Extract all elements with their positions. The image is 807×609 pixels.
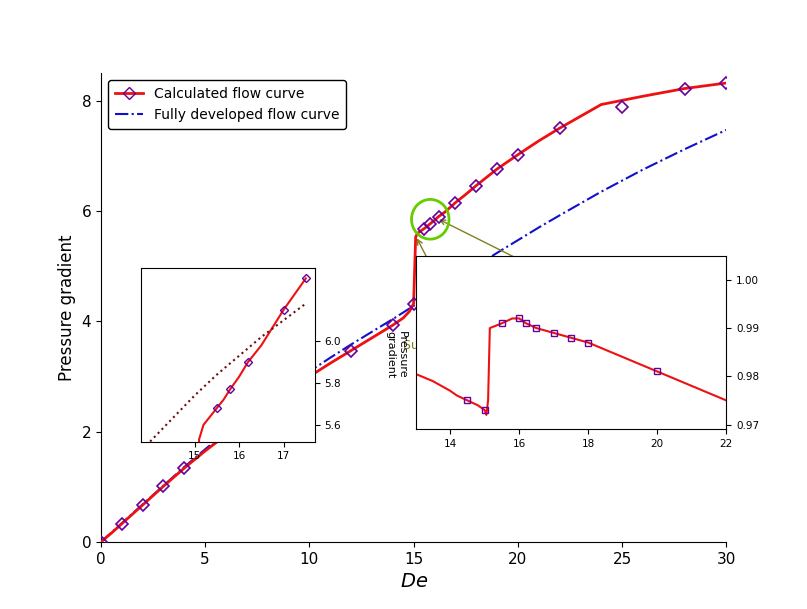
Y-axis label: Pressure gradient: Pressure gradient	[58, 234, 76, 381]
Legend: Calculated flow curve, Fully developed flow curve: Calculated flow curve, Fully developed f…	[108, 80, 346, 129]
Text: Chaotic transition: Chaotic transition	[441, 220, 597, 278]
Text: Subcritical bifurcation: Subcritical bifurcation	[404, 240, 541, 352]
Y-axis label: Pressure
gradient: Pressure gradient	[386, 331, 407, 379]
X-axis label: $\mathit{De}$: $\mathit{De}$	[399, 572, 428, 591]
